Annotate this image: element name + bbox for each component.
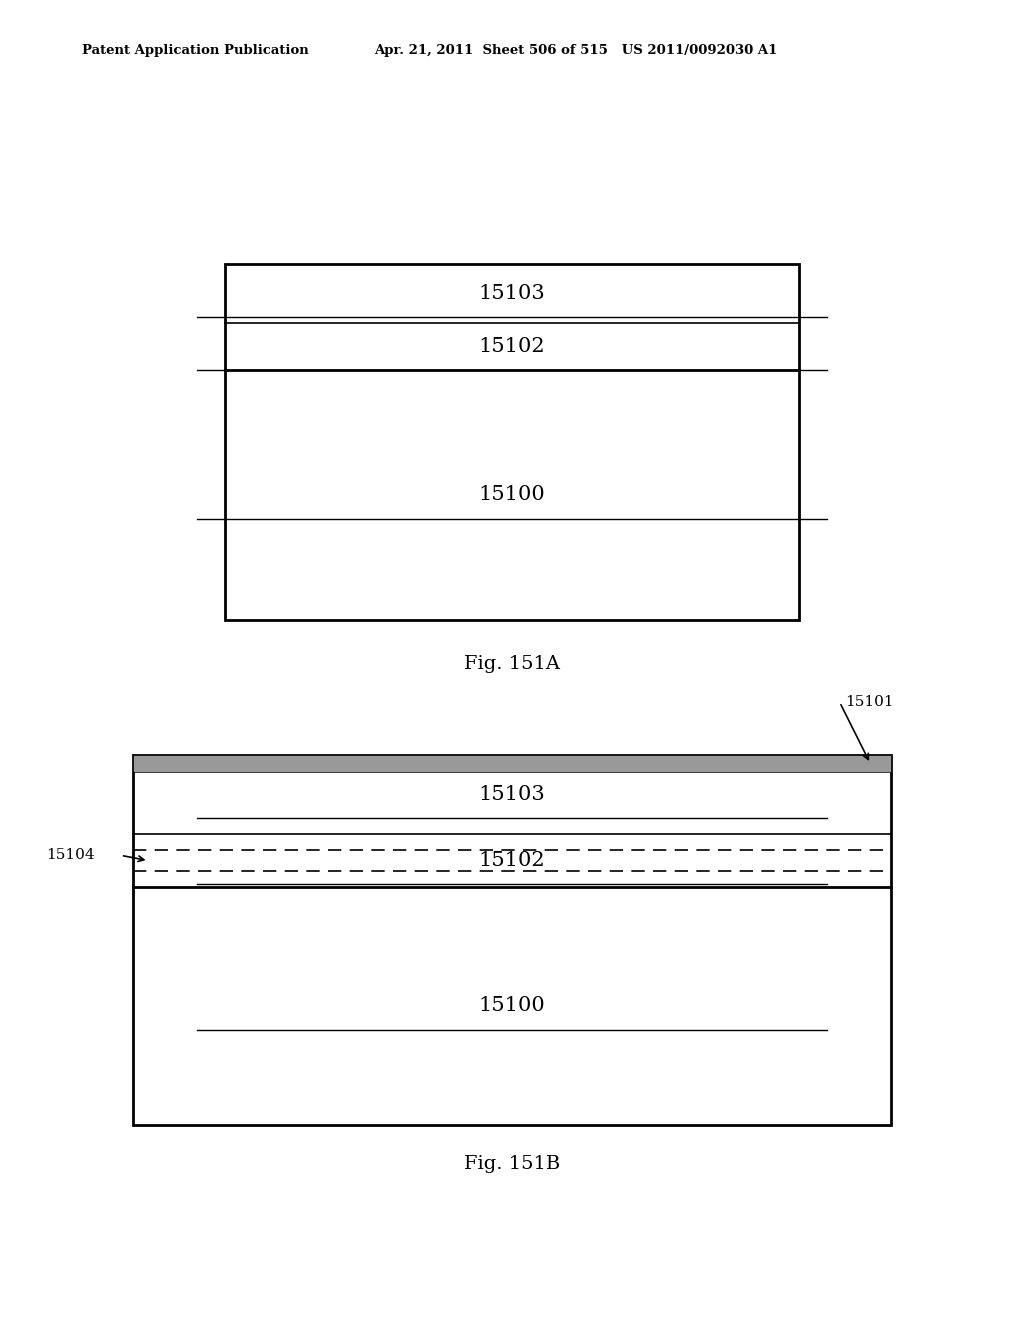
Text: Patent Application Publication: Patent Application Publication xyxy=(82,44,308,57)
Text: 15102: 15102 xyxy=(478,337,546,356)
Text: Apr. 21, 2011  Sheet 506 of 515   US 2011/0092030 A1: Apr. 21, 2011 Sheet 506 of 515 US 2011/0… xyxy=(374,44,777,57)
Text: 15102: 15102 xyxy=(478,851,546,870)
Text: 15104: 15104 xyxy=(46,849,94,862)
Bar xyxy=(133,755,891,1125)
Text: 15103: 15103 xyxy=(478,785,546,804)
Text: 15101: 15101 xyxy=(845,696,893,709)
Text: 15103: 15103 xyxy=(478,284,546,304)
Bar xyxy=(225,264,799,620)
Text: Fig. 151A: Fig. 151A xyxy=(464,655,560,673)
Text: Fig. 151B: Fig. 151B xyxy=(464,1155,560,1173)
Text: 15100: 15100 xyxy=(478,486,546,504)
Bar xyxy=(133,755,891,772)
Text: 15100: 15100 xyxy=(478,997,546,1015)
